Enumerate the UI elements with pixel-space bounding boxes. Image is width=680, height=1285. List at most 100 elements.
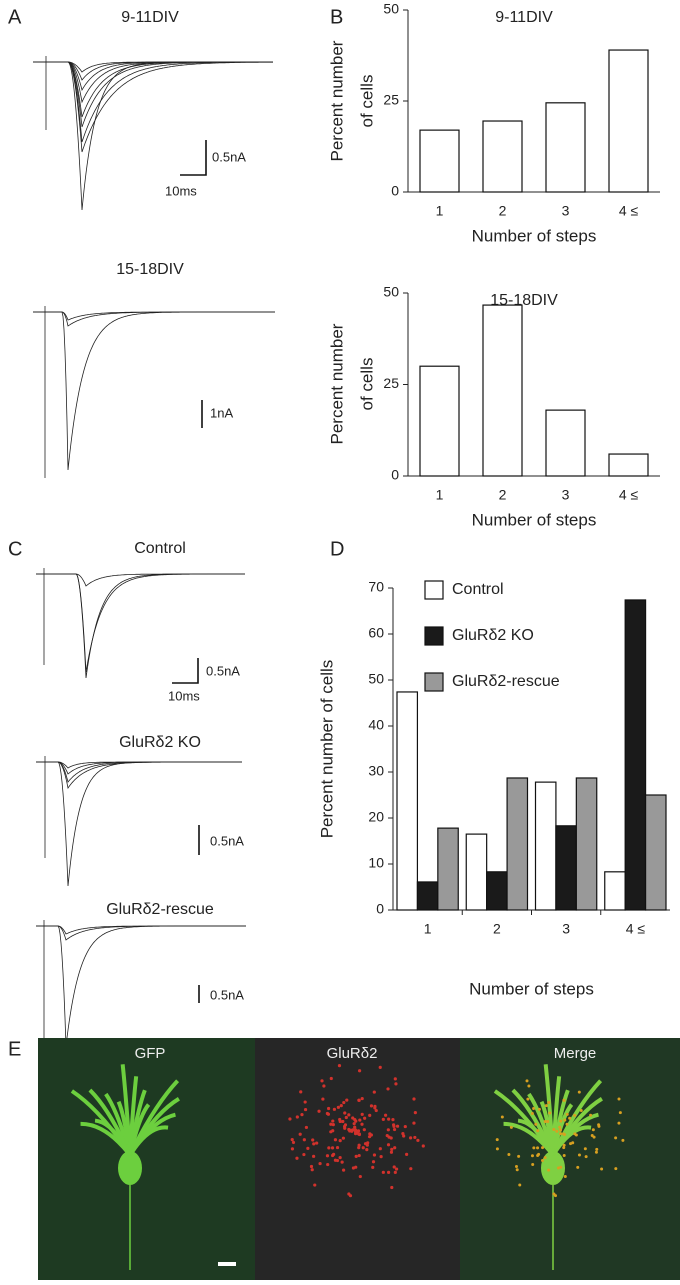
trace <box>33 312 275 320</box>
y-tick-label: 10 <box>368 855 384 871</box>
y-tick-label: 0 <box>391 183 399 199</box>
puncta <box>507 1153 510 1156</box>
panel-letter: B <box>330 6 343 28</box>
y-tick-label: 20 <box>368 809 384 825</box>
trace <box>33 62 273 210</box>
puncta <box>337 1106 340 1109</box>
puncta <box>338 1064 341 1067</box>
puncta <box>329 1123 332 1126</box>
panel-letter: A <box>8 6 22 28</box>
puncta <box>531 1154 534 1157</box>
puncta <box>371 1166 374 1169</box>
puncta <box>351 1128 354 1131</box>
puncta <box>531 1163 534 1166</box>
puncta <box>312 1155 315 1158</box>
puncta <box>566 1113 569 1116</box>
puncta <box>365 1148 368 1151</box>
puncta <box>368 1135 371 1138</box>
puncta <box>547 1169 550 1172</box>
puncta <box>526 1098 529 1101</box>
puncta <box>552 1128 555 1131</box>
x-tick-label: 3 <box>562 921 570 937</box>
puncta <box>387 1171 390 1174</box>
bar <box>397 692 417 910</box>
puncta <box>311 1168 314 1171</box>
puncta <box>578 1091 581 1094</box>
puncta <box>557 1166 560 1169</box>
puncta <box>614 1136 617 1139</box>
puncta <box>595 1151 598 1154</box>
scale-label: 0.5nA <box>210 833 244 848</box>
puncta <box>368 1132 371 1135</box>
puncta <box>387 1128 390 1131</box>
puncta <box>300 1113 303 1116</box>
bar <box>466 834 486 910</box>
puncta <box>326 1163 329 1166</box>
trace-title: 15-18DIV <box>116 261 184 278</box>
trace <box>33 62 273 102</box>
puncta <box>527 1084 530 1087</box>
puncta <box>414 1111 417 1114</box>
puncta <box>562 1099 565 1102</box>
puncta <box>584 1147 587 1150</box>
puncta <box>291 1138 294 1141</box>
bar <box>609 454 648 476</box>
puncta <box>402 1134 405 1137</box>
trace <box>36 926 246 934</box>
legend-label: GluRδ2 KO <box>452 627 534 644</box>
puncta <box>382 1118 385 1121</box>
puncta <box>393 1146 396 1149</box>
trace-title: 9-11DIV <box>121 9 179 26</box>
puncta <box>559 1128 562 1131</box>
puncta <box>361 1097 364 1100</box>
puncta <box>516 1168 519 1171</box>
puncta <box>413 1136 416 1139</box>
puncta <box>412 1121 415 1124</box>
puncta <box>546 1120 549 1123</box>
puncta <box>558 1126 561 1129</box>
x-tick-label: 2 <box>493 921 501 937</box>
x-tick-label: 4 ≤ <box>619 203 639 219</box>
puncta <box>352 1166 355 1169</box>
trace <box>33 312 275 326</box>
trace <box>36 574 245 672</box>
puncta <box>363 1128 366 1131</box>
puncta <box>305 1126 308 1129</box>
x-tick-label: 4 ≤ <box>626 921 646 937</box>
y-tick-label: 60 <box>368 625 384 641</box>
panel-letter: E <box>8 1038 21 1060</box>
puncta <box>315 1141 318 1144</box>
trace <box>36 762 242 788</box>
puncta <box>354 1120 357 1123</box>
puncta <box>347 1113 350 1116</box>
legend-label: Control <box>452 581 504 598</box>
bar <box>483 121 522 192</box>
bar <box>487 872 507 910</box>
trace <box>36 926 246 1046</box>
bar <box>483 305 522 476</box>
puncta <box>332 1153 335 1156</box>
scale-label: 0.5nA <box>206 663 240 678</box>
puncta <box>347 1128 350 1131</box>
puncta <box>555 1130 558 1133</box>
puncta <box>395 1167 398 1170</box>
puncta <box>339 1139 342 1142</box>
trace <box>36 762 242 774</box>
chart-title: 9-11DIV <box>495 9 553 26</box>
puncta <box>536 1129 539 1132</box>
bar <box>546 103 585 192</box>
puncta <box>600 1168 603 1171</box>
y-tick-label: 50 <box>383 284 399 300</box>
puncta <box>327 1107 330 1110</box>
puncta <box>390 1136 393 1139</box>
micrographs <box>38 1038 680 1280</box>
x-axis-label: Number of steps <box>472 510 597 529</box>
legend-swatch <box>425 581 443 599</box>
puncta <box>564 1175 567 1178</box>
trace-title: GluRδ2-rescue <box>106 901 214 918</box>
y-tick-label: 0 <box>376 901 384 917</box>
x-tick-label: 1 <box>424 921 432 937</box>
image-label: Merge <box>554 1045 597 1062</box>
puncta <box>288 1117 291 1120</box>
puncta <box>341 1161 344 1164</box>
